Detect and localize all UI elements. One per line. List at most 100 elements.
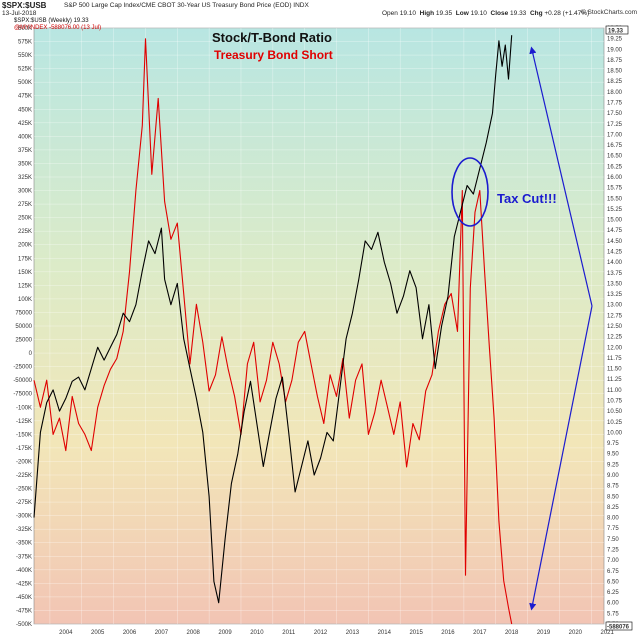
left-tick-label: 25000	[15, 338, 32, 344]
right-tick-label: 7.25	[607, 548, 619, 554]
left-tick-label: 0	[29, 351, 33, 357]
right-tick-label: 12.50	[607, 324, 623, 330]
right-tick-label: 18.75	[607, 58, 623, 64]
left-tick-label: 100K	[18, 297, 32, 303]
left-tick-label: 225K	[18, 229, 32, 235]
x-tick-label: 2014	[378, 630, 392, 636]
left-tick-label: -325K	[16, 527, 32, 533]
left-tick-label: 300K	[18, 189, 32, 195]
right-tick-label: 13.25	[607, 292, 623, 298]
right-tick-label: 9.75	[607, 441, 619, 447]
chart-description: S&P 500 Large Cap Index/CME CBOT 30-Year…	[64, 2, 309, 9]
series-line-ratio	[33, 35, 513, 604]
chart-date: 13-Jul-2018	[2, 10, 37, 17]
right-tick-label: 6.00	[607, 601, 619, 607]
right-tick-label: 10.75	[607, 399, 623, 405]
left-tick-label: 550K	[18, 53, 32, 59]
left-tick-label: -400K	[16, 568, 32, 574]
open-value: 19.10	[399, 10, 416, 17]
annotation-tax-cut: Tax Cut!!!	[497, 191, 557, 206]
right-tick-label: 19.00	[607, 47, 623, 53]
left-tick-label: -475K	[16, 608, 32, 614]
right-tick-label: 6.75	[607, 569, 619, 575]
x-tick-label: 2011	[282, 630, 296, 636]
tax-cut-circle	[451, 157, 489, 227]
left-tick-label: -450K	[16, 595, 32, 601]
right-tick-label: 16.75	[607, 143, 623, 149]
series-layer	[33, 35, 513, 625]
right-tick-label: 14.25	[607, 250, 623, 256]
x-tick-label: 2020	[569, 630, 583, 636]
right-tick-label: 17.75	[607, 101, 623, 107]
ohlc-readout: Open 19.10 High 19.35 Low 19.10 Close 19…	[382, 10, 589, 17]
left-tick-label: -275K	[16, 500, 32, 506]
chg-label: Chg	[529, 10, 543, 17]
left-tick-label: 575K	[18, 40, 32, 46]
right-tick-label: 14.00	[607, 260, 623, 266]
left-tick-label: -25000	[13, 365, 32, 371]
right-tick-label: 13.75	[607, 271, 623, 277]
right-tick-label: 10.25	[607, 420, 623, 426]
x-tick-label: 2013	[346, 630, 360, 636]
right-tick-label: 5.75	[607, 611, 619, 617]
right-tick-label: 15.00	[607, 218, 623, 224]
right-tick-label: 16.25	[607, 164, 623, 170]
close-label: Close	[490, 10, 509, 17]
annotation-layer: Stock/T-Bond Ratio Treasury Bond Short T…	[212, 30, 593, 611]
right-tick-label: 11.50	[607, 367, 622, 373]
left-tick-label: 425K	[18, 121, 32, 127]
lower-arrow	[529, 305, 593, 611]
right-tick-label: 12.00	[607, 345, 623, 351]
right-axis-ticks: 19.5019.2519.0018.7518.5018.2518.0017.75…	[607, 26, 623, 628]
left-tick-label: -50000	[13, 378, 32, 384]
x-tick-label: 2009	[218, 630, 232, 636]
x-tick-label: 2004	[59, 630, 73, 636]
right-tick-label: 11.75	[607, 356, 622, 362]
left-tick-label: 325K	[18, 175, 32, 181]
annotation-title: Stock/T-Bond Ratio	[212, 30, 332, 45]
left-tick-label: 150K	[18, 270, 32, 276]
left-tick-label: -300K	[16, 514, 32, 520]
right-tick-label: 12.75	[607, 313, 623, 319]
grid-lines	[34, 27, 604, 625]
x-tick-label: 2015	[409, 630, 423, 636]
right-tick-label: 8.50	[607, 494, 619, 500]
right-tick-label: 8.00	[607, 516, 619, 522]
right-tick-label: 13.50	[607, 281, 623, 287]
right-tick-label: 9.50	[607, 452, 619, 458]
right-tick-label: 8.25	[607, 505, 619, 511]
chart-header: $SPX:$USB S&P 500 Large Cap Index/CME CB…	[0, 0, 640, 36]
right-tick-label: 18.50	[607, 69, 623, 75]
chart-symbol: $SPX:$USB	[2, 1, 47, 10]
x-tick-label: 2008	[187, 630, 201, 636]
x-tick-label: 2019	[537, 630, 551, 636]
left-tick-label: -150K	[16, 432, 32, 438]
right-tick-label: 11.25	[607, 377, 622, 383]
x-tick-label: 2007	[155, 630, 169, 636]
right-tick-label: 14.50	[607, 239, 623, 245]
series-line-overlay	[33, 38, 513, 625]
left-tick-label: -125K	[16, 419, 32, 425]
right-tick-label: 14.75	[607, 228, 623, 234]
right-tick-label: 8.75	[607, 484, 619, 490]
right-tick-label: 15.75	[607, 186, 623, 192]
right-tick-label: 16.50	[607, 154, 623, 160]
right-tick-label: 9.00	[607, 473, 619, 479]
x-tick-label: 2006	[123, 630, 137, 636]
left-tick-label: 175K	[18, 256, 32, 262]
low-label: Low	[455, 10, 469, 17]
left-tick-label: -425K	[16, 581, 32, 587]
upper-arrow	[529, 46, 593, 307]
left-tick-label: -200K	[16, 459, 32, 465]
chg-value: +0.28 (+1.47%)	[544, 10, 590, 17]
right-tick-label: 16.00	[607, 175, 623, 181]
legend-overlay: @MYINDEX -588076.00 (13 Jul)	[14, 25, 102, 31]
right-tick-label: 15.25	[607, 207, 623, 213]
high-value: 19.35	[435, 10, 453, 17]
left-tick-label: 500K	[18, 80, 32, 86]
right-tick-label: 10.50	[607, 409, 623, 415]
right-tick-label: 6.25	[607, 590, 619, 596]
right-tick-label: 15.50	[607, 196, 623, 202]
right-tick-label: 10.00	[607, 430, 623, 436]
